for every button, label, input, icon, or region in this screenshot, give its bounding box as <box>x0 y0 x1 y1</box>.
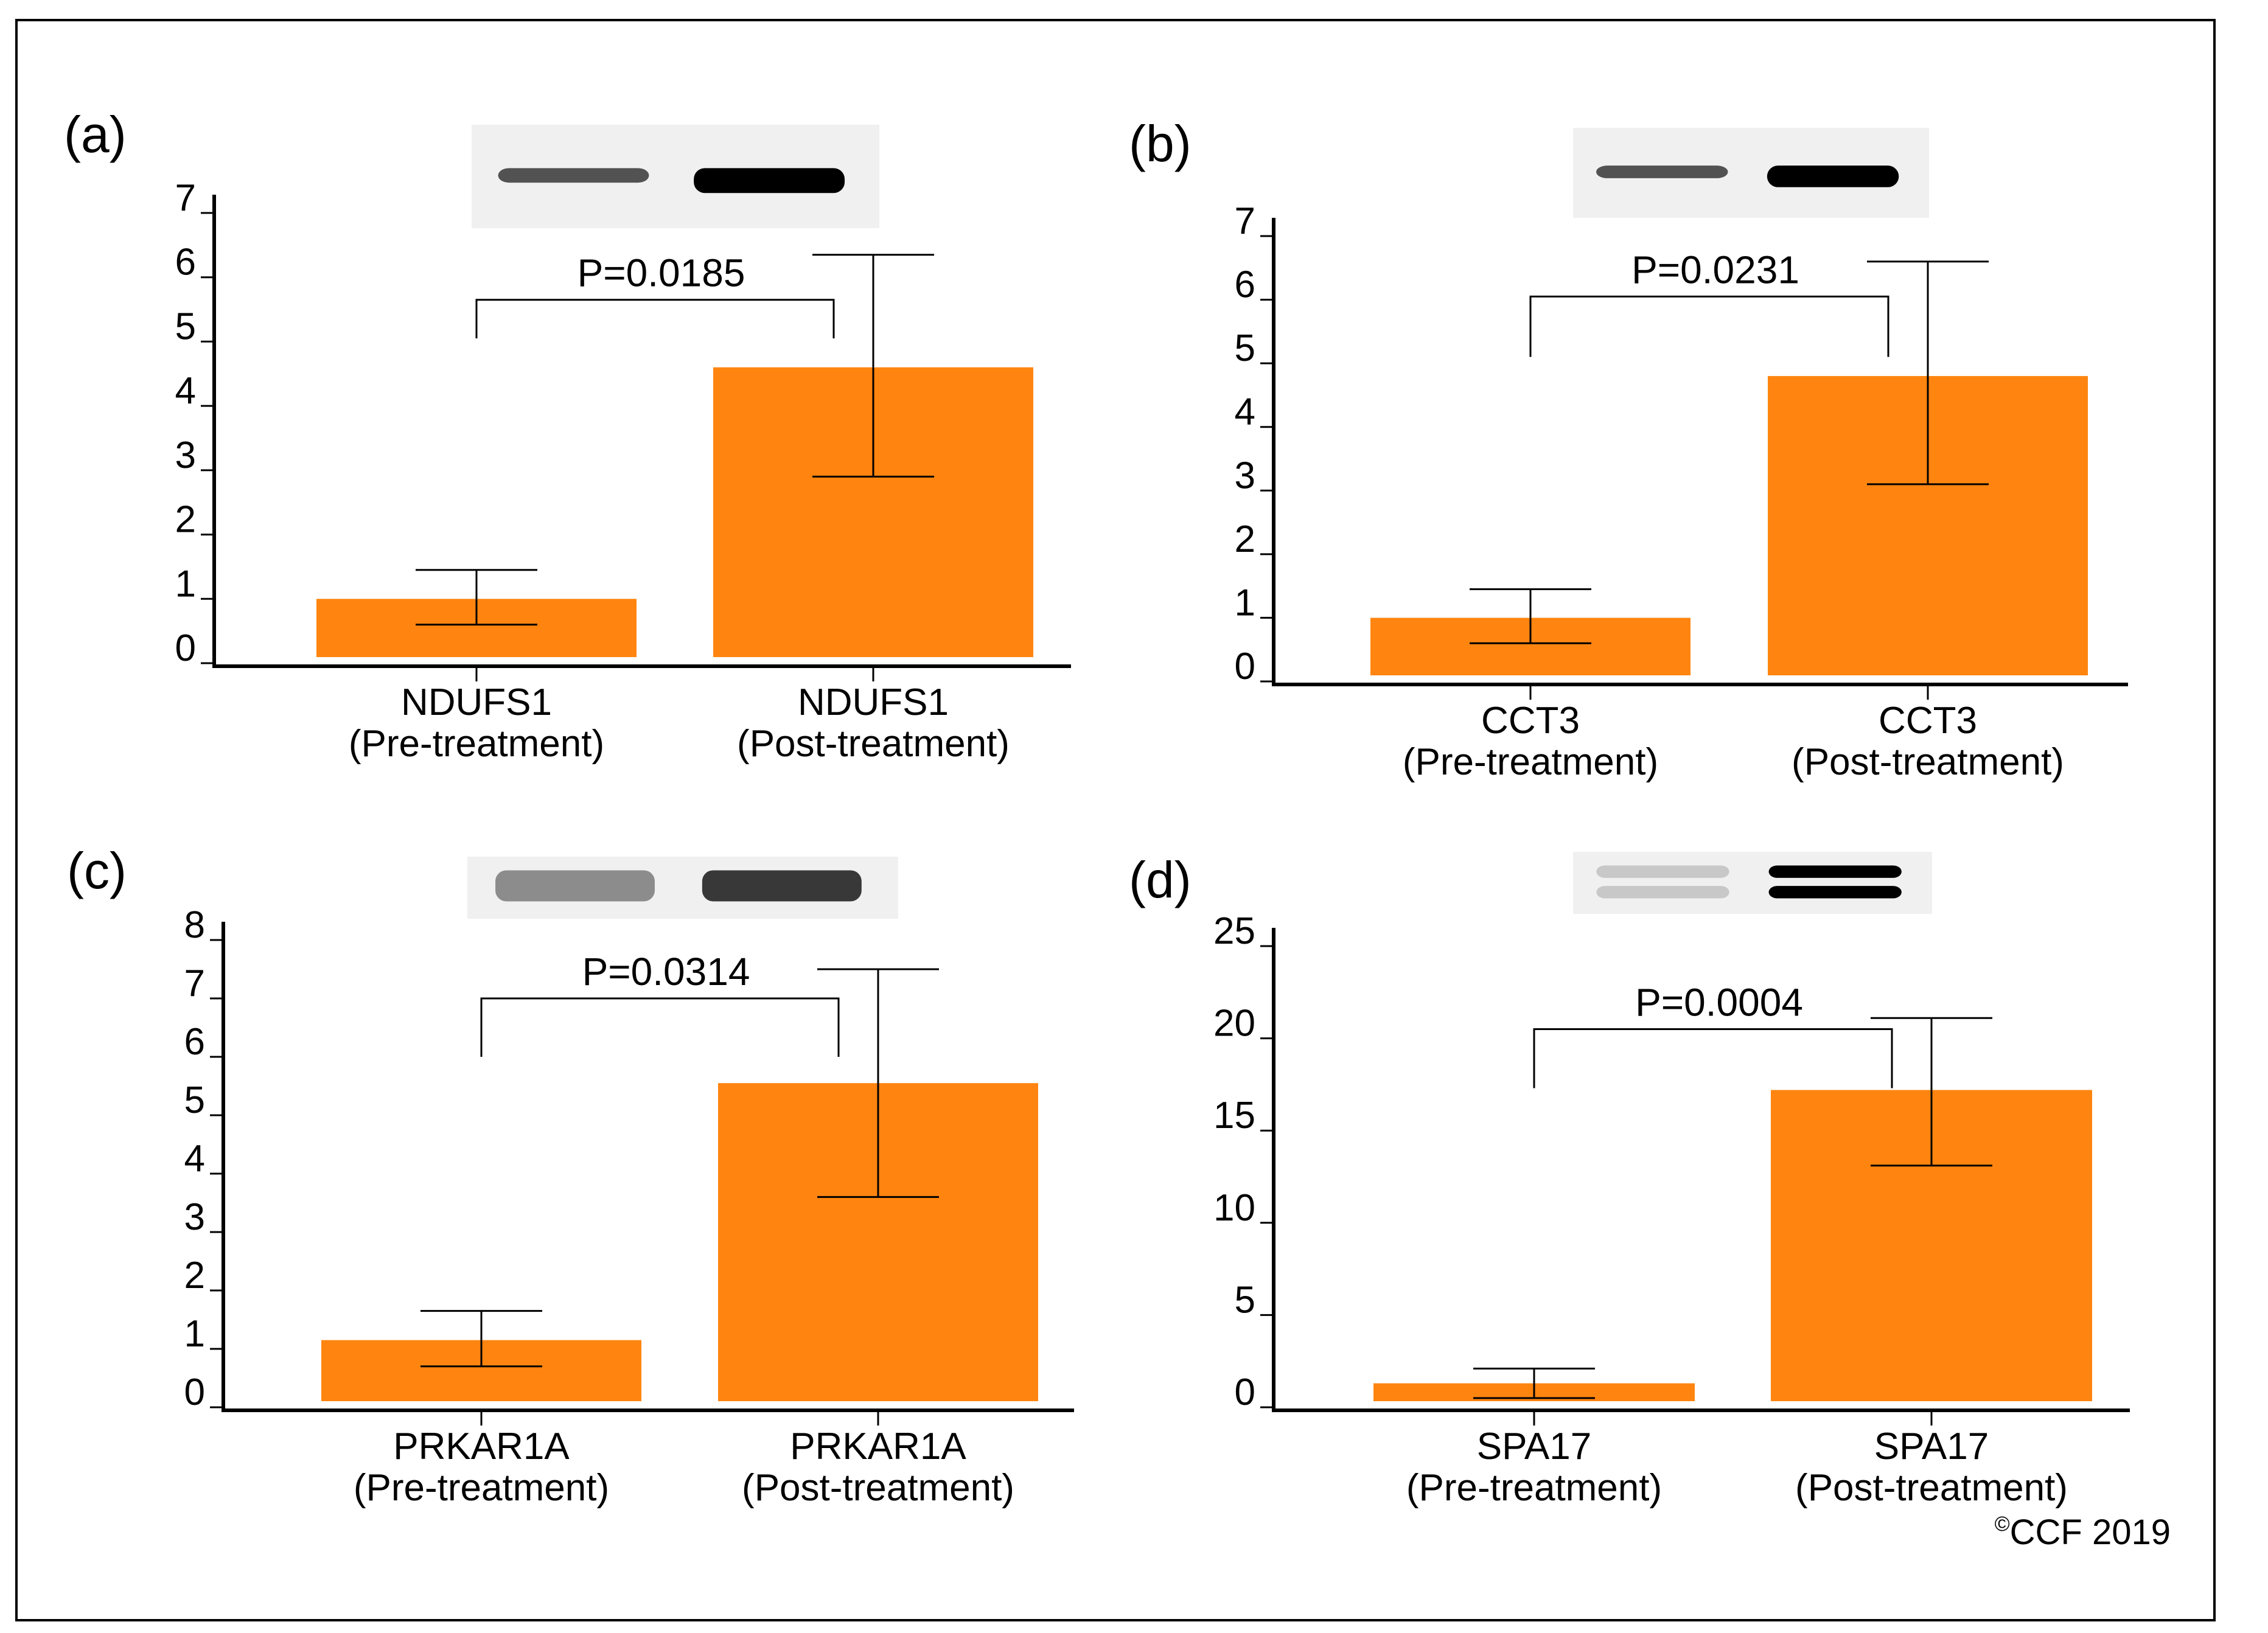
panel-label: (c) <box>67 842 127 899</box>
chart-panel-b: (b)01234567CCT3(Pre-treatment)CCT3(Post-… <box>1129 115 2128 783</box>
blot-band <box>498 168 649 183</box>
y-tick-label: 1 <box>175 563 196 605</box>
western-blot-background <box>1573 852 1932 914</box>
y-tick-label: 3 <box>175 434 196 476</box>
y-tick-label: 0 <box>175 627 196 669</box>
panel-label: (a) <box>64 106 127 163</box>
x-tick-label: PRKAR1A <box>790 1426 966 1468</box>
p-value-label: P=0.0004 <box>1635 980 1803 1024</box>
p-value-label: P=0.0231 <box>1631 248 1799 291</box>
y-tick-label: 0 <box>1235 1371 1255 1413</box>
blot-band <box>1768 886 1902 899</box>
y-tick-label: 8 <box>184 904 205 946</box>
y-tick-label: 4 <box>184 1138 205 1180</box>
y-tick-label: 5 <box>175 305 196 347</box>
x-tick-label: PRKAR1A <box>393 1426 570 1468</box>
y-tick-label: 3 <box>1235 454 1255 496</box>
x-tick-label: (Pre-treatment) <box>349 723 604 765</box>
y-tick-label: 4 <box>175 370 196 412</box>
x-tick-label: (Pre-treatment) <box>1406 1467 1662 1509</box>
x-tick-label: (Post-treatment) <box>737 723 1010 765</box>
panel-label: (b) <box>1129 115 1192 172</box>
blot-band <box>1768 865 1902 878</box>
panel-label: (d) <box>1129 851 1192 908</box>
y-tick-label: 5 <box>1235 1279 1255 1321</box>
y-tick-label: 10 <box>1213 1187 1255 1229</box>
blot-band <box>1596 865 1729 878</box>
significance-bracket <box>1529 295 1889 357</box>
significance-bracket <box>475 299 835 339</box>
copyright-notice: ©CCF 2019 <box>1995 1512 2171 1553</box>
y-tick-label: 5 <box>1235 327 1255 369</box>
x-tick-label: (Pre-treatment) <box>1403 741 1658 783</box>
x-tick-label: SPA17 <box>1477 1426 1591 1468</box>
y-tick-label: 15 <box>1213 1095 1255 1137</box>
x-tick-label: (Post-treatment) <box>742 1467 1014 1509</box>
y-tick-label: 0 <box>184 1371 205 1413</box>
significance-bracket <box>1533 1028 1893 1088</box>
x-tick-label: NDUFS1 <box>401 681 552 723</box>
blot-band <box>694 168 845 193</box>
x-tick-label: CCT3 <box>1879 700 1977 742</box>
x-tick-label: (Post-treatment) <box>1792 741 2064 783</box>
y-tick-label: 3 <box>184 1196 205 1238</box>
y-tick-label: 4 <box>1235 391 1255 433</box>
p-value-label: P=0.0185 <box>577 251 745 295</box>
blot-band <box>1596 886 1729 899</box>
x-tick-label: (Pre-treatment) <box>354 1467 609 1509</box>
y-tick-label: 6 <box>175 242 196 284</box>
y-tick-label: 1 <box>184 1313 205 1355</box>
p-value-label: P=0.0314 <box>582 950 750 994</box>
blot-band <box>702 870 862 902</box>
y-tick-label: 25 <box>1213 910 1255 952</box>
x-tick-label: SPA17 <box>1874 1426 1989 1468</box>
y-tick-label: 5 <box>184 1079 205 1121</box>
y-tick-label: 6 <box>184 1021 205 1063</box>
chart-panel-d: (d)0510152025SPA17(Pre-treatment)SPA17(P… <box>1129 851 2130 1509</box>
y-tick-label: 7 <box>175 177 196 219</box>
y-tick-label: 7 <box>1235 200 1255 242</box>
x-tick-label: CCT3 <box>1481 700 1580 742</box>
chart-panel-c: (c)012345678PRKAR1A(Pre-treatment)PRKAR1… <box>67 842 1074 1509</box>
y-tick-label: 2 <box>184 1255 205 1297</box>
y-tick-label: 7 <box>184 963 205 1005</box>
significance-bracket <box>480 997 840 1057</box>
y-tick-label: 0 <box>1235 646 1255 688</box>
figure-border <box>15 19 2216 1621</box>
y-tick-label: 1 <box>1235 582 1255 624</box>
copyright-symbol: © <box>1994 1513 2010 1536</box>
blot-band <box>1596 165 1728 178</box>
x-tick-label: (Post-treatment) <box>1795 1467 2068 1509</box>
blot-band <box>1767 165 1899 187</box>
y-tick-label: 2 <box>175 499 196 541</box>
x-tick-label: NDUFS1 <box>798 681 949 723</box>
y-tick-label: 6 <box>1235 264 1255 306</box>
y-tick-label: 20 <box>1213 1003 1255 1045</box>
blot-band <box>495 870 655 902</box>
y-tick-label: 2 <box>1235 518 1255 560</box>
copyright-text: CCF 2019 <box>2009 1513 2171 1552</box>
chart-panel-a: (a)01234567NDUFS1(Pre-treatment)NDUFS1(P… <box>64 106 1071 765</box>
